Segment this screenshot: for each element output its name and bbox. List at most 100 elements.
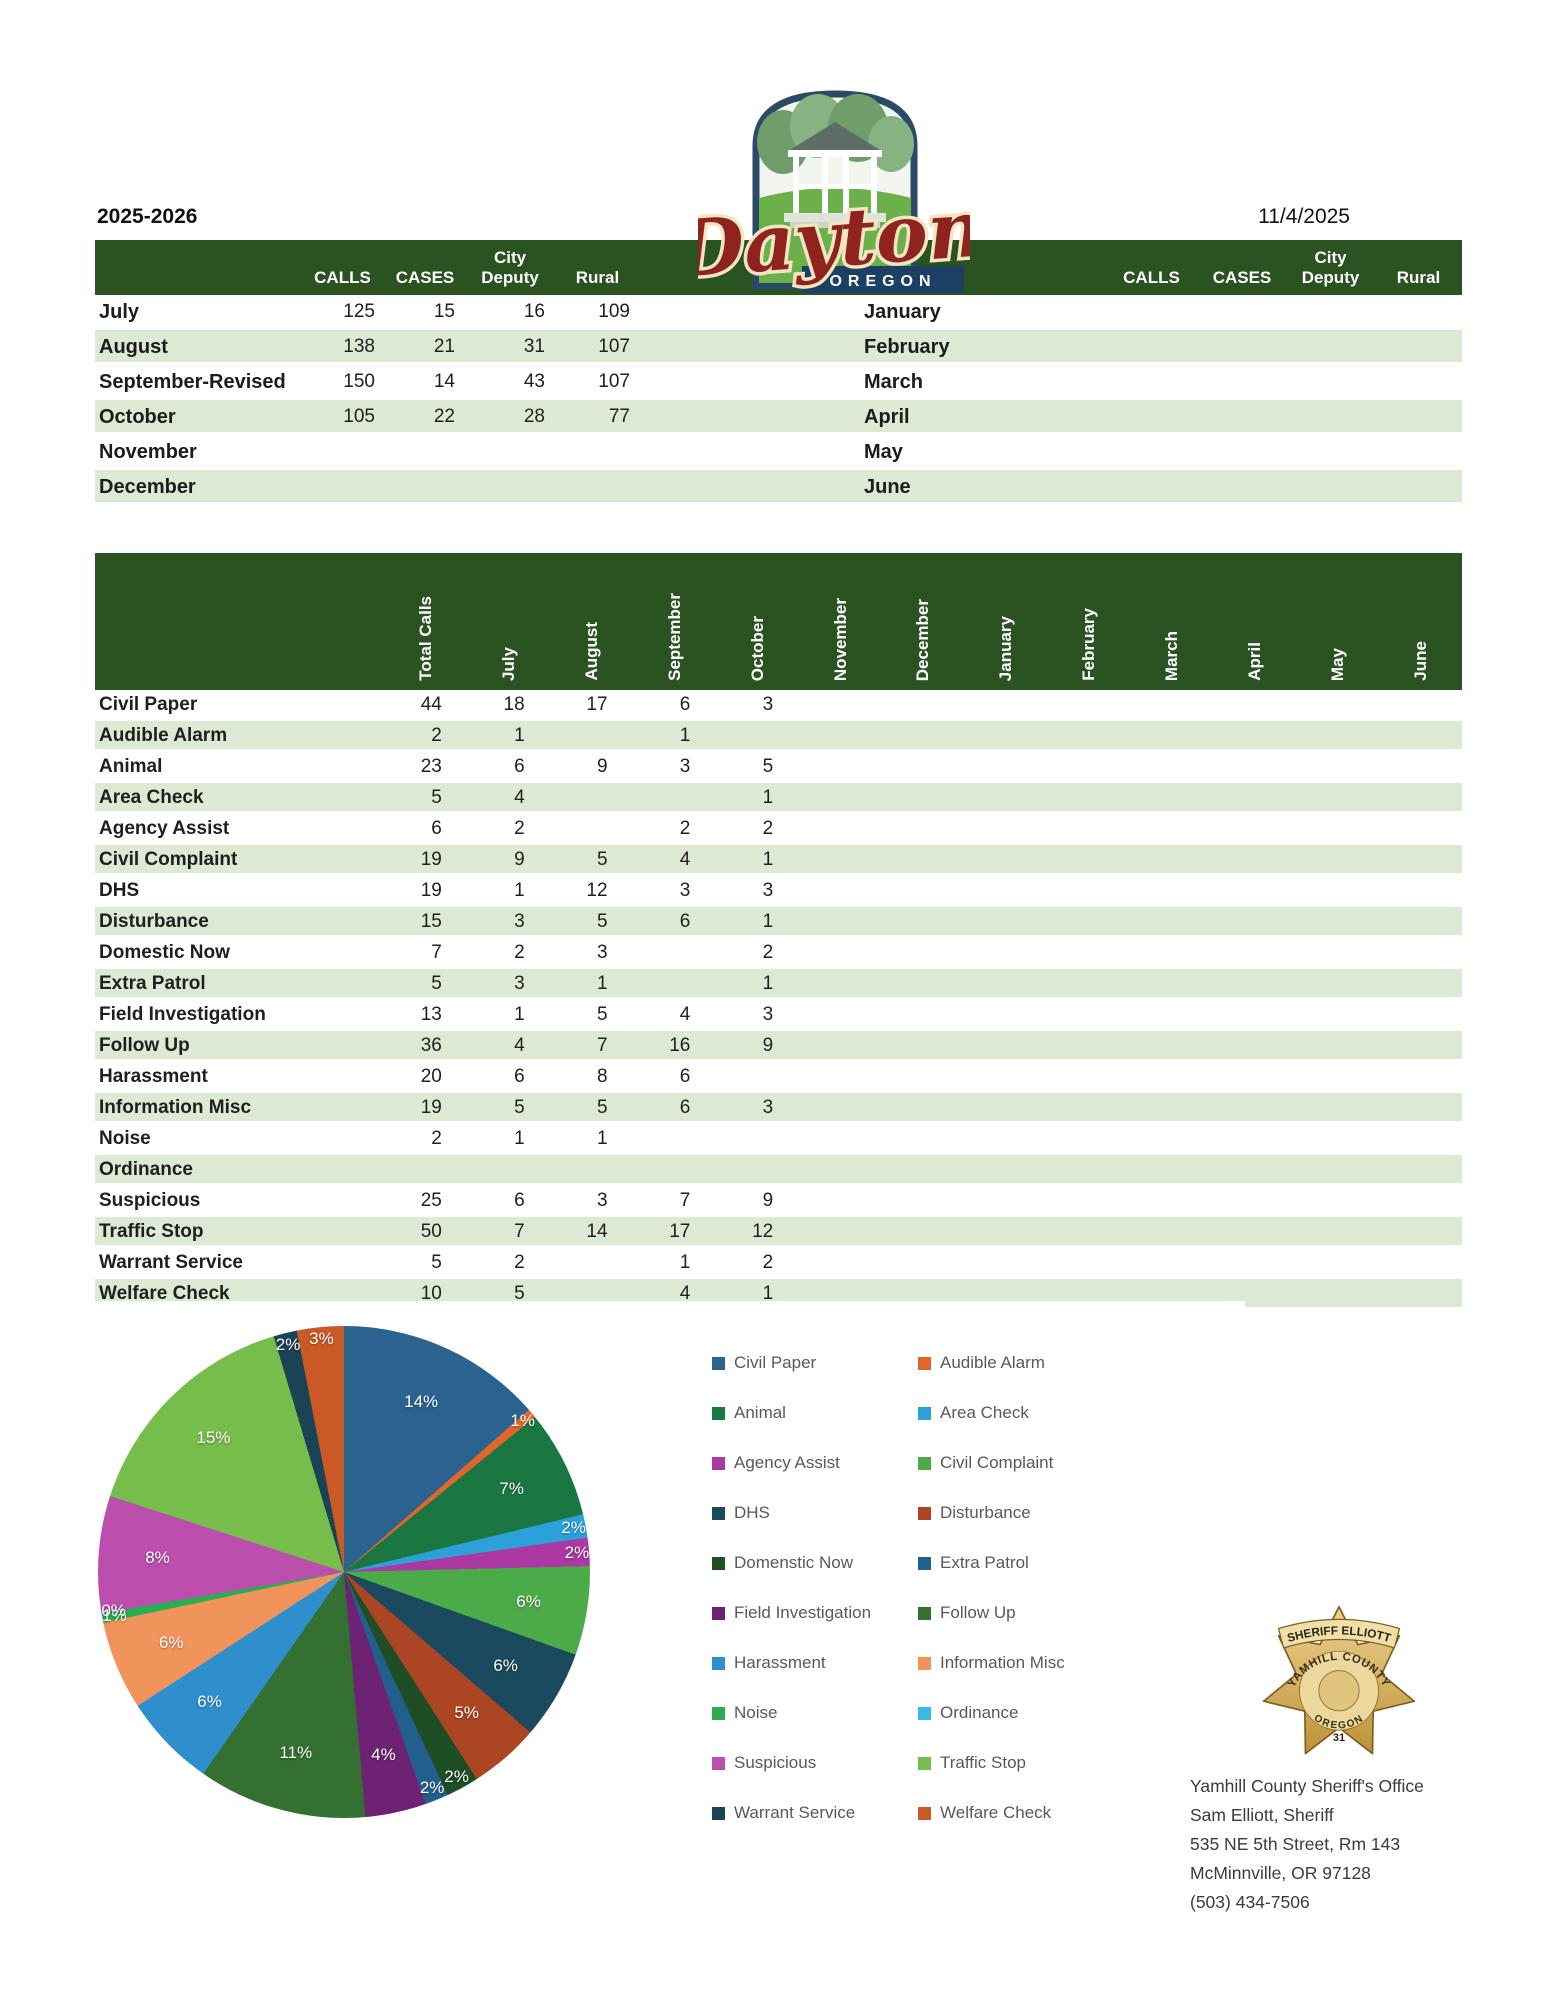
legend-item: Area Check <box>918 1403 1124 1423</box>
call-type-value <box>1131 876 1214 907</box>
legend-item: Warrant Service <box>712 1803 918 1823</box>
call-type-value <box>1048 1155 1131 1186</box>
summary-month-right: January <box>864 301 941 323</box>
call-type-value <box>1131 1031 1214 1062</box>
call-type-value <box>1213 690 1296 721</box>
call-type-value <box>1379 1155 1462 1186</box>
ct-column-header: October <box>716 553 799 690</box>
call-type-value <box>965 814 1048 845</box>
legend-label: Field Investigation <box>734 1603 872 1622</box>
summary-value <box>1198 295 1286 330</box>
call-type-value <box>1379 1186 1462 1217</box>
legend-item: Traffic Stop <box>918 1753 1124 1773</box>
summary-month-left: September-Revised <box>99 371 286 393</box>
call-type-value: 1 <box>514 725 525 746</box>
legend-swatch <box>712 1756 725 1770</box>
legend-swatch <box>918 1606 931 1620</box>
summary-header-rural: Rural <box>1375 240 1462 295</box>
fiscal-year-label: 2025-2026 <box>97 205 198 228</box>
badge-banner <box>1277 1618 1401 1649</box>
call-type-value: 7 <box>679 1190 691 1211</box>
call-type-value <box>1296 1155 1379 1186</box>
legend-item: Information Misc <box>918 1653 1124 1673</box>
call-type-value <box>1213 1124 1296 1155</box>
call-type-value <box>882 907 965 938</box>
call-type-value <box>799 1155 882 1186</box>
dayton-logo-graphic: OREGON Dayton <box>668 90 991 299</box>
call-type-value: 17 <box>586 694 608 715</box>
call-type-value: 9 <box>762 1035 774 1056</box>
call-type-value <box>1296 1093 1379 1124</box>
legend-row: Harassment Information Misc <box>712 1638 1152 1688</box>
summary-value: 107 <box>598 371 630 392</box>
call-type-value <box>882 1031 965 1062</box>
call-type-value <box>1213 814 1296 845</box>
legend-swatch <box>712 1506 725 1520</box>
legend-item: DHS <box>712 1503 918 1523</box>
legend-swatch <box>712 1656 725 1670</box>
pie-slice-label: 5% <box>454 1703 479 1723</box>
pie-slice-label: 8% <box>145 1548 170 1568</box>
sheriff-badge-icon: YAMHILL COUNTY OREGON SHERIFF ELLIOTT 31 <box>1262 1605 1416 1755</box>
call-type-value <box>799 1186 882 1217</box>
call-type-value: 3 <box>762 880 774 901</box>
legend-row: Suspicious Traffic Stop <box>712 1738 1152 1788</box>
call-type-row: Suspicious 25 6 3 7 9 <box>95 1186 1462 1217</box>
gazebo-fascia <box>788 150 882 157</box>
call-type-value <box>1131 752 1214 783</box>
call-type-value <box>1379 752 1462 783</box>
call-type-value <box>1131 814 1214 845</box>
summary-row: October 105 22 28 77 April <box>95 400 1462 435</box>
call-type-value <box>1379 845 1462 876</box>
call-type-value <box>468 1155 551 1186</box>
call-type-value: 1 <box>596 973 608 994</box>
summary-value <box>1198 365 1286 400</box>
legend-swatch <box>918 1756 931 1770</box>
call-type-value: 4 <box>679 1283 691 1304</box>
call-type-value: 1 <box>514 1004 525 1025</box>
call-type-value: 5 <box>514 1283 525 1304</box>
call-type-value <box>634 969 717 1000</box>
pie-slice-label: 7% <box>499 1479 524 1499</box>
pie-legend: Civil Paper Audible Alarm Animal Area Check… <box>712 1338 1152 1838</box>
call-type-value <box>882 1155 965 1186</box>
call-type-value <box>634 1155 717 1186</box>
call-type-value: 4 <box>514 1035 525 1056</box>
legend-item: Extra Patrol <box>918 1553 1124 1573</box>
call-type-value <box>1213 845 1296 876</box>
call-type-label: Audible Alarm <box>99 725 228 746</box>
call-type-value: 1 <box>762 911 774 932</box>
summary-value: 43 <box>523 371 545 392</box>
call-type-value: 6 <box>679 1066 691 1087</box>
header-label: City <box>493 248 527 267</box>
call-type-row: DHS 19 1 12 3 3 <box>95 876 1462 907</box>
summary-value <box>385 435 465 470</box>
sheriff-badge: YAMHILL COUNTY OREGON SHERIFF ELLIOTT 31 <box>1255 1596 1423 1777</box>
call-type-value: 5 <box>596 911 608 932</box>
call-type-value <box>1131 721 1214 752</box>
call-type-value <box>965 1062 1048 1093</box>
header-label: CALLS <box>1123 268 1180 287</box>
pie-slice-label: 2% <box>419 1778 445 1798</box>
call-type-value: 19 <box>420 880 442 901</box>
call-type-value <box>1296 876 1379 907</box>
call-type-value <box>551 814 634 845</box>
call-type-value: 44 <box>420 694 442 715</box>
call-type-value: 5 <box>596 849 608 870</box>
header-label: City <box>1314 248 1347 267</box>
legend-label: Information Misc <box>940 1653 1065 1672</box>
call-type-value <box>882 1093 965 1124</box>
call-type-value: 9 <box>762 1190 774 1211</box>
call-type-value <box>1131 969 1214 1000</box>
summary-value <box>1375 365 1462 400</box>
call-type-label: Ordinance <box>99 1159 193 1180</box>
legend-item: Animal <box>712 1403 918 1423</box>
call-type-value: 2 <box>762 1252 774 1273</box>
legend-row: Animal Area Check <box>712 1388 1152 1438</box>
call-type-value: 1 <box>762 787 774 808</box>
summary-header-cases: CASES <box>1198 240 1286 295</box>
call-type-value: 5 <box>596 1004 608 1025</box>
call-type-value <box>1048 783 1131 814</box>
ct-column-header: August <box>551 553 634 690</box>
